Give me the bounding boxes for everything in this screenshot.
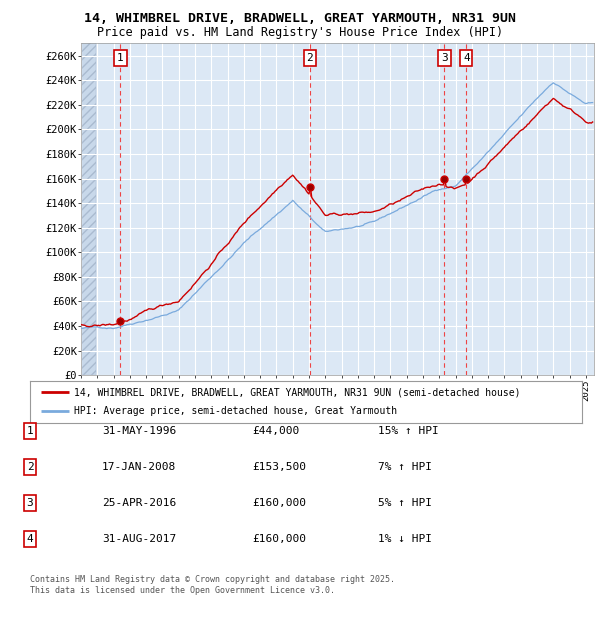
Text: 31-AUG-2017: 31-AUG-2017 — [102, 534, 176, 544]
Text: 7% ↑ HPI: 7% ↑ HPI — [378, 462, 432, 472]
Text: HPI: Average price, semi-detached house, Great Yarmouth: HPI: Average price, semi-detached house,… — [74, 407, 397, 417]
Text: 3: 3 — [441, 53, 448, 63]
Text: £160,000: £160,000 — [252, 534, 306, 544]
Text: 2: 2 — [26, 462, 34, 472]
Text: 25-APR-2016: 25-APR-2016 — [102, 498, 176, 508]
Text: 1: 1 — [117, 53, 124, 63]
Text: 14, WHIMBREL DRIVE, BRADWELL, GREAT YARMOUTH, NR31 9UN: 14, WHIMBREL DRIVE, BRADWELL, GREAT YARM… — [84, 12, 516, 25]
Text: 1: 1 — [26, 426, 34, 436]
Text: £153,500: £153,500 — [252, 462, 306, 472]
Text: 14, WHIMBREL DRIVE, BRADWELL, GREAT YARMOUTH, NR31 9UN (semi-detached house): 14, WHIMBREL DRIVE, BRADWELL, GREAT YARM… — [74, 387, 521, 397]
Text: 4: 4 — [463, 53, 470, 63]
Text: 17-JAN-2008: 17-JAN-2008 — [102, 462, 176, 472]
Text: 15% ↑ HPI: 15% ↑ HPI — [378, 426, 439, 436]
Text: £160,000: £160,000 — [252, 498, 306, 508]
Text: 3: 3 — [26, 498, 34, 508]
Text: 4: 4 — [26, 534, 34, 544]
Text: 2: 2 — [307, 53, 313, 63]
Text: 1% ↓ HPI: 1% ↓ HPI — [378, 534, 432, 544]
Text: 5% ↑ HPI: 5% ↑ HPI — [378, 498, 432, 508]
Text: Contains HM Land Registry data © Crown copyright and database right 2025.
This d: Contains HM Land Registry data © Crown c… — [30, 575, 395, 595]
Text: 31-MAY-1996: 31-MAY-1996 — [102, 426, 176, 436]
Text: £44,000: £44,000 — [252, 426, 299, 436]
Text: Price paid vs. HM Land Registry's House Price Index (HPI): Price paid vs. HM Land Registry's House … — [97, 26, 503, 39]
